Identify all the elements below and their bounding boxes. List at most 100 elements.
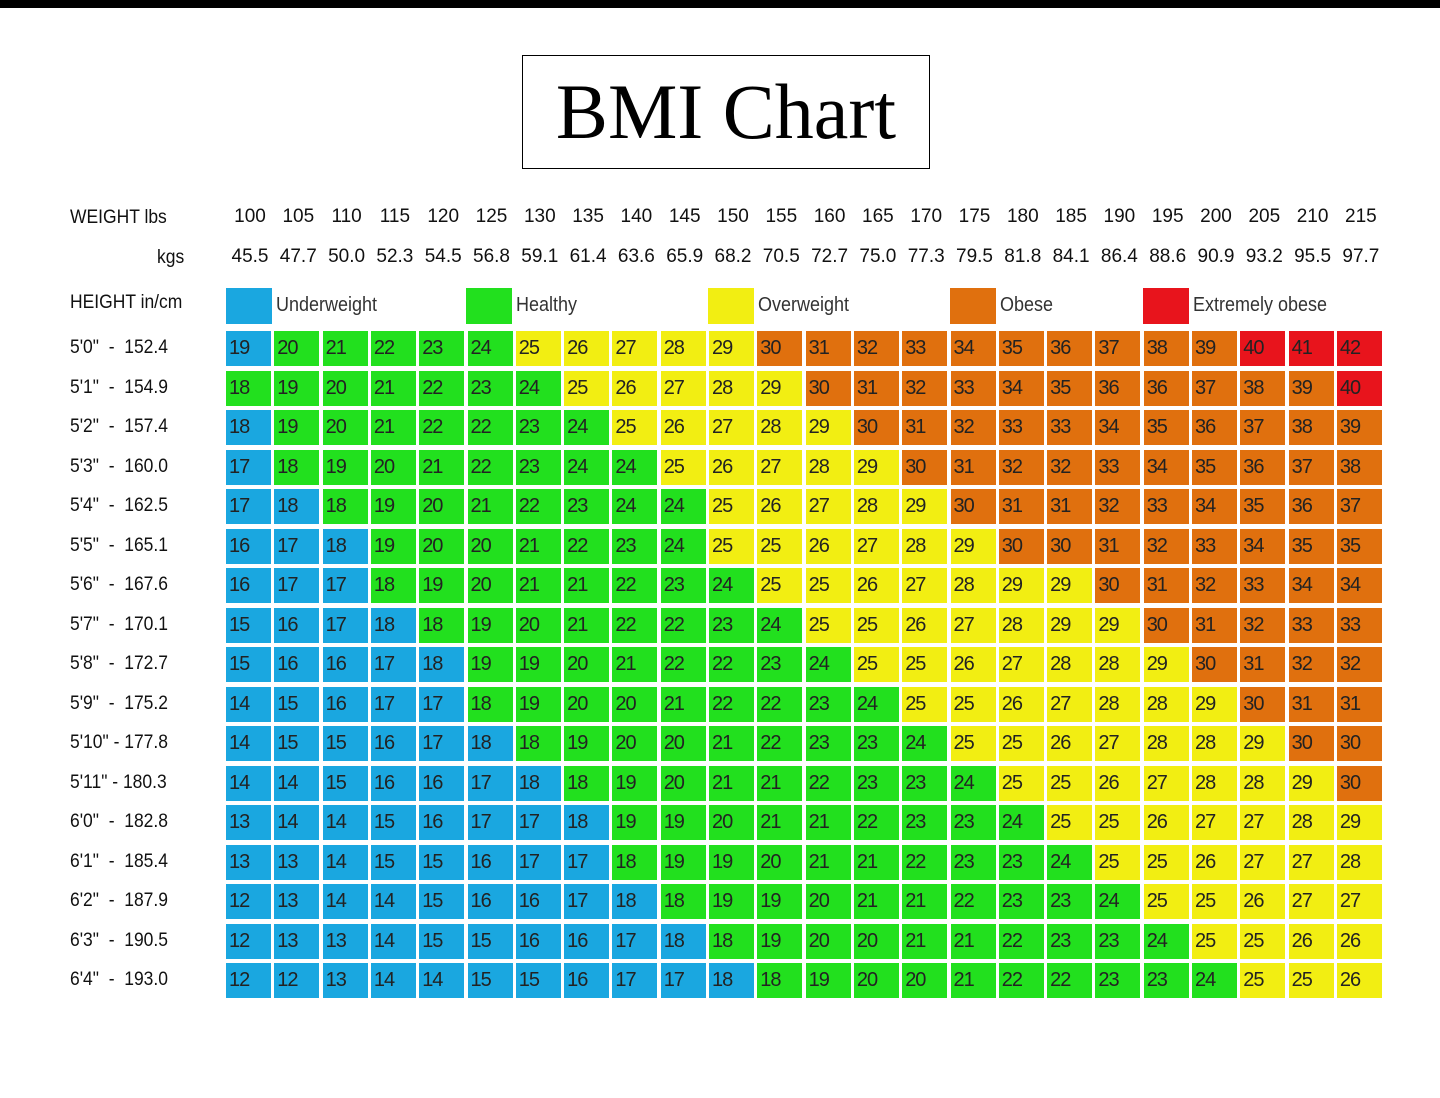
weight-kgs-tick: 52.3 xyxy=(376,246,414,267)
bmi-cell: 24 xyxy=(660,528,706,564)
bmi-cell: 18 xyxy=(612,844,658,880)
bmi-cell: 22 xyxy=(1047,963,1093,998)
bmi-cell: 23 xyxy=(515,410,561,445)
bmi-cell: 25 xyxy=(853,607,899,643)
bmi-cell: 13 xyxy=(226,805,271,840)
bmi-cell: 32 xyxy=(1288,647,1334,682)
bmi-cell: 26 xyxy=(757,489,803,524)
legend-swatch xyxy=(466,288,512,324)
bmi-cell: 24 xyxy=(564,449,610,485)
bmi-cell: 18 xyxy=(564,805,610,840)
legend-swatch xyxy=(226,288,272,324)
bmi-cell: 20 xyxy=(612,686,658,722)
bmi-cell: 29 xyxy=(902,489,948,524)
bmi-cell: 25 xyxy=(1095,844,1141,880)
bmi-cell: 23 xyxy=(1047,884,1093,919)
bmi-cell: 17 xyxy=(274,568,320,603)
weight-lbs-tick: 185 xyxy=(1055,206,1087,227)
bmi-cell: 28 xyxy=(1336,844,1382,880)
height-tick: 5'11" - 180.3 xyxy=(70,771,167,793)
bmi-cell: 22 xyxy=(564,528,610,564)
bmi-cell: 26 xyxy=(709,449,754,485)
weight-kgs-tick: 47.7 xyxy=(279,246,317,267)
weight-kgs-tick: 93.2 xyxy=(1245,246,1283,267)
bmi-cell: 16 xyxy=(226,568,271,603)
bmi-cell: 22 xyxy=(998,923,1044,959)
bmi-cell: 21 xyxy=(950,963,996,998)
height-tick: 6'2" - 187.9 xyxy=(70,890,168,911)
bmi-cell: 23 xyxy=(612,528,658,564)
bmi-cell: 24 xyxy=(612,489,658,524)
bmi-cell: 21 xyxy=(757,765,803,801)
bmi-cell: 30 xyxy=(1192,647,1237,682)
bmi-cell: 34 xyxy=(1336,568,1382,603)
legend-swatch xyxy=(950,288,996,324)
bmi-cell: 19 xyxy=(660,844,706,880)
bmi-cell: 25 xyxy=(660,449,706,485)
bmi-cell: 22 xyxy=(515,489,561,524)
bmi-cell: 25 xyxy=(1192,923,1237,959)
bmi-cell: 19 xyxy=(322,449,368,485)
bmi-cell: 28 xyxy=(1047,647,1093,682)
bmi-cell: 27 xyxy=(612,331,658,366)
bmi-cell: 29 xyxy=(1240,726,1286,761)
bmi-cell: 16 xyxy=(467,844,513,880)
bmi-cell: 21 xyxy=(467,489,513,524)
bmi-cell: 19 xyxy=(226,331,271,366)
bmi-cell: 15 xyxy=(274,686,320,722)
bmi-cell: 18 xyxy=(515,726,561,761)
bmi-cell: 23 xyxy=(902,805,948,840)
bmi-cell: 18 xyxy=(660,884,706,919)
bmi-cell: 22 xyxy=(805,765,851,801)
bmi-cell: 35 xyxy=(1288,528,1334,564)
bmi-cell: 20 xyxy=(467,528,513,564)
bmi-cell: 30 xyxy=(902,449,948,485)
bmi-cell: 19 xyxy=(274,410,320,445)
weight-kgs-tick: 59.1 xyxy=(521,246,559,267)
bmi-cell: 23 xyxy=(902,765,948,801)
weight-kgs-tick: 84.1 xyxy=(1052,246,1090,267)
height-tick: 5'3" - 160.0 xyxy=(70,455,168,477)
bmi-cell: 32 xyxy=(950,410,996,445)
bmi-cell: 15 xyxy=(370,805,416,840)
bmi-cell: 30 xyxy=(1240,686,1286,722)
bmi-cell: 14 xyxy=(370,884,416,919)
height-tick: 5'10" - 177.8 xyxy=(70,732,168,753)
bmi-cell: 18 xyxy=(467,686,513,722)
bmi-cell: 34 xyxy=(1192,489,1237,524)
bmi-cell: 34 xyxy=(1240,528,1286,564)
bmi-cell: 33 xyxy=(1288,607,1334,643)
bmi-cell: 35 xyxy=(998,331,1044,366)
bmi-cell: 27 xyxy=(998,647,1044,682)
bmi-cell: 15 xyxy=(274,726,320,761)
bmi-cell: 38 xyxy=(1336,449,1382,485)
bmi-cell: 24 xyxy=(709,568,754,603)
bmi-cell: 26 xyxy=(1288,923,1334,959)
bmi-cell: 29 xyxy=(1047,607,1093,643)
chart-title: BMI Chart xyxy=(555,68,897,155)
bmi-cell: 33 xyxy=(1095,449,1141,485)
bmi-cell: 21 xyxy=(564,568,610,603)
bmi-cell: 18 xyxy=(612,884,658,919)
weight-kgs-tick: 88.6 xyxy=(1149,246,1187,267)
bmi-cell: 25 xyxy=(1047,765,1093,801)
bmi-cell: 20 xyxy=(467,568,513,603)
bmi-cell: 36 xyxy=(1047,331,1093,366)
bmi-cell: 25 xyxy=(709,528,754,564)
bmi-cell: 18 xyxy=(564,765,610,801)
bmi-cell: 13 xyxy=(322,963,368,998)
bmi-cell: 17 xyxy=(226,489,271,524)
bmi-cell: 31 xyxy=(950,449,996,485)
weight-kgs-label: kgs xyxy=(157,247,185,268)
weight-lbs-tick: 135 xyxy=(572,206,604,227)
bmi-cell: 21 xyxy=(370,370,416,406)
height-tick: 5'5" - 165.1 xyxy=(70,534,168,556)
bmi-cell: 34 xyxy=(950,331,996,366)
bmi-cell: 31 xyxy=(853,370,899,406)
bmi-cell: 32 xyxy=(853,331,899,366)
bmi-cell: 17 xyxy=(226,449,271,485)
bmi-cell: 25 xyxy=(998,726,1044,761)
top-border xyxy=(0,0,1440,8)
bmi-cell: 30 xyxy=(805,370,851,406)
bmi-cell: 14 xyxy=(419,963,465,998)
